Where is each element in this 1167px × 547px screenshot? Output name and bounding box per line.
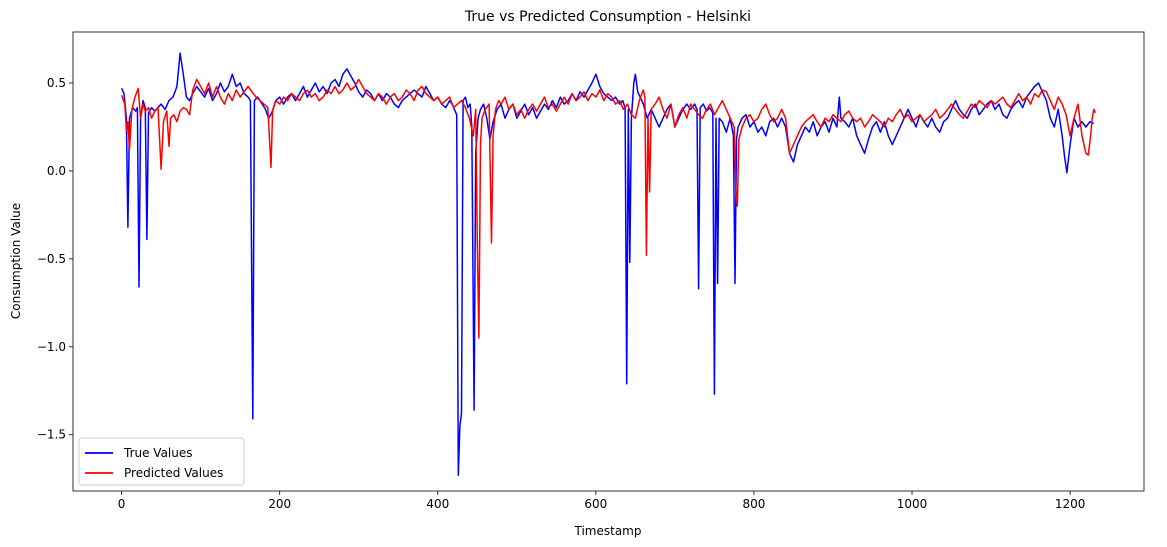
x-tick-label: 1200 — [1055, 497, 1086, 511]
y-axis-title: Consumption Value — [9, 203, 23, 319]
x-tick-label: 400 — [426, 497, 449, 511]
x-tick-label: 1000 — [897, 497, 928, 511]
legend-label-predicted: Predicted Values — [124, 466, 223, 480]
x-tick-label: 0 — [118, 497, 126, 511]
y-tick-label: −1.5 — [37, 428, 66, 442]
x-tick-label: 600 — [584, 497, 607, 511]
x-axis: 0 200 400 600 800 1000 1200 — [118, 491, 1086, 511]
legend-label-true: True Values — [123, 446, 193, 460]
x-tick-label: 800 — [742, 497, 765, 511]
axes-frame — [72, 31, 1145, 492]
y-tick-label: 0.5 — [47, 76, 66, 90]
series-line-true — [120, 52, 1095, 476]
chart-title: True vs Predicted Consumption - Helsinki — [464, 9, 751, 25]
x-tick-label: 200 — [268, 497, 291, 511]
y-tick-label: 0.0 — [47, 164, 66, 178]
legend-box — [78, 437, 245, 486]
y-tick-label: −0.5 — [37, 252, 66, 266]
y-tick-label: −1.0 — [37, 340, 66, 354]
plot-area — [120, 52, 1097, 476]
x-axis-title: Timestamp — [574, 524, 642, 538]
series-line-predicted — [120, 78, 1097, 339]
legend: True Values Predicted Values — [78, 437, 245, 486]
y-axis: −1.5 −1.0 −0.5 0.0 0.5 — [37, 76, 73, 442]
